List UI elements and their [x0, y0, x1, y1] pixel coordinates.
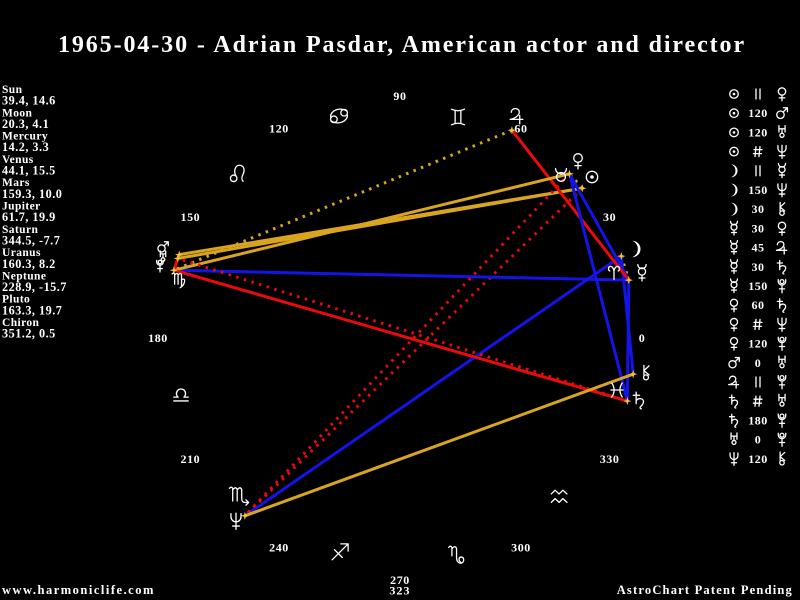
svg-text:160.3, 8.2: 160.3, 8.2 — [2, 257, 56, 271]
svg-text:61.7, 19.9: 61.7, 19.9 — [2, 210, 56, 224]
svg-text:44.1, 15.5: 44.1, 15.5 — [2, 164, 56, 178]
svg-text:Moon: Moon — [2, 107, 33, 119]
svg-text:120: 120 — [269, 121, 289, 135]
svg-text:330: 330 — [600, 452, 620, 466]
svg-text:20.3, 4.1: 20.3, 4.1 — [2, 117, 49, 131]
svg-text:270: 270 — [390, 573, 410, 587]
svg-text:Sun: Sun — [2, 84, 23, 96]
svg-text:210: 210 — [180, 452, 200, 466]
svg-text:150: 150 — [748, 279, 768, 293]
svg-text:Venus: Venus — [2, 154, 34, 166]
svg-text:150: 150 — [180, 210, 200, 224]
svg-text:45: 45 — [752, 241, 765, 255]
svg-text:90: 90 — [393, 89, 406, 103]
svg-text:344.5, -7.7: 344.5, -7.7 — [2, 234, 60, 248]
svg-text:120: 120 — [748, 452, 768, 466]
svg-text:14.2, 3.3: 14.2, 3.3 — [2, 140, 49, 154]
svg-text:www.harmoniclife.com: www.harmoniclife.com — [2, 583, 155, 597]
svg-text:150: 150 — [748, 183, 768, 197]
svg-text:180: 180 — [748, 413, 768, 427]
svg-text:180: 180 — [148, 331, 168, 345]
svg-text:120: 120 — [748, 125, 768, 139]
svg-text:159.3, 10.0: 159.3, 10.0 — [2, 187, 62, 201]
svg-text:Uranus: Uranus — [2, 247, 41, 259]
svg-text:Chiron: Chiron — [2, 317, 40, 329]
svg-text:323: 323 — [389, 584, 410, 598]
svg-text:30: 30 — [752, 260, 765, 274]
svg-text:0: 0 — [755, 433, 762, 447]
svg-text:240: 240 — [269, 541, 289, 555]
svg-text:30: 30 — [603, 210, 616, 224]
svg-text:Jupiter: Jupiter — [2, 201, 41, 213]
svg-text:163.3, 19.7: 163.3, 19.7 — [2, 303, 62, 317]
svg-text:60: 60 — [514, 121, 527, 135]
svg-text:30: 30 — [752, 221, 765, 235]
svg-text:60: 60 — [752, 298, 765, 312]
svg-text:AstroChart Patent Pending: AstroChart Patent Pending — [617, 583, 793, 597]
svg-text:30: 30 — [752, 202, 765, 216]
svg-text:Neptune: Neptune — [2, 270, 46, 282]
svg-text:120: 120 — [748, 337, 768, 351]
svg-text:0: 0 — [639, 331, 646, 345]
svg-text:Pluto: Pluto — [2, 294, 30, 306]
svg-text:120: 120 — [748, 106, 768, 120]
svg-text:300: 300 — [511, 541, 531, 555]
svg-text:351.2, 0.5: 351.2, 0.5 — [2, 327, 56, 341]
svg-text:228.9, -15.7: 228.9, -15.7 — [2, 280, 67, 294]
svg-text:0: 0 — [755, 356, 762, 370]
svg-text:Mars: Mars — [2, 177, 30, 189]
svg-text:Saturn: Saturn — [2, 224, 38, 236]
svg-text:1965-04-30 - Adrian Pasdar, Am: 1965-04-30 - Adrian Pasdar, American act… — [58, 32, 746, 58]
svg-text:Mercury: Mercury — [2, 131, 48, 143]
svg-text:39.4, 14.6: 39.4, 14.6 — [2, 94, 56, 108]
